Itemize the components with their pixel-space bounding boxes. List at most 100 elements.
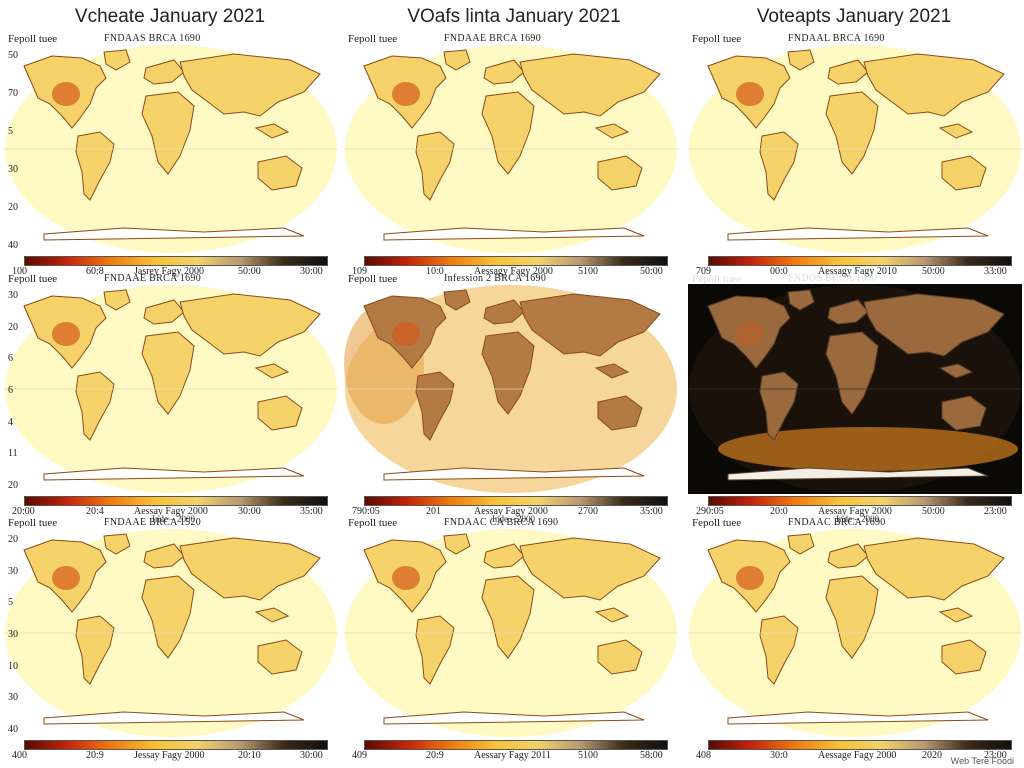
latitude-tick-label: 6 — [8, 385, 13, 396]
hotspot — [52, 82, 80, 106]
map-panel: Fepoll tuее FNDAAE BRCA 1690 109 10:0 Aessag… — [344, 30, 678, 277]
latitude-tick-label: 40 — [8, 724, 18, 735]
latitude-tick-label: 20 — [8, 480, 18, 491]
latitude-tick-label: 30 — [8, 692, 18, 704]
continent-shape — [43, 711, 305, 725]
continent-shape — [443, 533, 471, 555]
colorbar-label: 20:00 — [12, 506, 35, 517]
continent-shape — [481, 575, 535, 659]
world-map — [344, 44, 678, 254]
colorbar-label: 00:0 — [770, 266, 788, 277]
continent-shape — [141, 575, 195, 659]
latitude-tick-label: 30 — [8, 629, 18, 640]
colorbar — [364, 740, 668, 750]
continent-shape — [103, 289, 131, 311]
colorbar-label: 709 — [696, 266, 711, 277]
hotspot — [392, 322, 420, 346]
colorbar-label: 35:00 — [300, 506, 323, 517]
continent-shape — [103, 49, 131, 71]
colorbar-label: 20:9 — [426, 750, 444, 761]
colorbar-label: Aessay Fagy 2000 — [818, 506, 892, 517]
colorbar — [24, 740, 328, 750]
colorbar-label: 20:9 — [86, 750, 104, 761]
panel-dataset-label: FNDAAC BRCA 1690 — [788, 517, 886, 528]
continent-shape — [443, 289, 471, 311]
continent-shape — [941, 155, 987, 191]
world-map — [4, 44, 338, 254]
latitude-tick-label: 5 — [8, 126, 13, 137]
continent-shape — [941, 395, 987, 431]
panel-label: Fepoll tuее — [692, 517, 742, 529]
latitude-tick-label: 50 — [8, 50, 18, 61]
hotspot — [736, 322, 764, 346]
panel-dataset-label: FNDAAS BRCA 1690 — [104, 33, 201, 44]
colorbar-sub-label: Inde – 2000 — [836, 514, 879, 524]
continent-shape — [787, 533, 815, 555]
continent-shape — [254, 123, 290, 139]
continent-shape — [938, 607, 974, 623]
continent-shape — [597, 639, 643, 675]
colorbar-label: Aessay Fagy 2000 — [134, 506, 208, 517]
continent-shape — [443, 49, 471, 71]
column-title-1: Vcheate January 2021 — [74, 6, 266, 27]
continent-shape — [787, 49, 815, 71]
panel-label: Fepoll tuee — [692, 273, 742, 285]
panel-dataset-label: FNDAAE BRCA 1520 — [104, 517, 202, 528]
panel-label: Fepoll tuее — [348, 33, 398, 45]
continent-shape — [597, 395, 643, 431]
colorbar-sub-label: Inde – 2000 — [492, 514, 535, 524]
panel-label: Fepoll tuее — [348, 517, 398, 529]
latitude-tick-label: 30 — [8, 290, 18, 301]
continent-shape — [143, 543, 185, 569]
colorbar-label: 50:00 — [922, 506, 945, 517]
continent-shape — [519, 293, 661, 357]
colorbar-label: 30:00 — [238, 506, 261, 517]
colorbar-label: Jasrey Fagy 2000 — [134, 266, 204, 277]
latitude-tick-label: 6 — [8, 353, 13, 365]
colorbar — [708, 496, 1012, 506]
continent-shape — [481, 91, 535, 175]
colorbar-label: 409 — [352, 750, 367, 761]
continent-shape — [141, 331, 195, 415]
map-panel: Fepoll tuее FNDAAE BRCA 1520 20 30 5 30 10 30 40… — [4, 514, 338, 761]
colorbar-label: 30:00 — [300, 750, 323, 761]
colorbar-label: 10:0 — [426, 266, 444, 277]
panel-dataset-label: FNDAAE BRCA 1690 — [104, 273, 202, 284]
panel-dataset-label: FNDOS BRCA 1690 — [788, 273, 877, 284]
continent-shape — [143, 59, 185, 85]
colorbar-label: 20:0 — [770, 506, 788, 517]
latitude-tick-label: 5 — [8, 597, 13, 609]
continent-shape — [519, 53, 661, 117]
latitude-tick-label: 30 — [8, 565, 18, 577]
map-panel: Fepoll tuee FNDOS BRCA 1690 290:05 20:0 Aess… — [688, 270, 1022, 524]
continent-shape — [597, 155, 643, 191]
colorbar — [24, 496, 328, 506]
colorbar-label: 290:05 — [696, 506, 724, 517]
colorbar-label: 23:00 — [984, 506, 1007, 517]
latitude-tick-label: 20 — [8, 202, 18, 213]
latitude-tick-label: 20 — [8, 321, 18, 333]
continent-shape — [825, 91, 879, 175]
continent-shape — [938, 123, 974, 139]
hotspot — [736, 566, 764, 590]
colorbar — [24, 256, 328, 266]
colorbar-label: 408 — [696, 750, 711, 761]
continent-shape — [483, 543, 525, 569]
latitude-tick-label: 20 — [8, 534, 18, 545]
continent-shape — [257, 395, 303, 431]
latitude-tick-label: 30 — [8, 164, 18, 175]
continent-shape — [727, 711, 989, 725]
colorbar-label: 2020 — [922, 750, 942, 761]
continent-shape — [707, 295, 791, 369]
hotspot — [52, 322, 80, 346]
continent-shape — [825, 331, 879, 415]
colorbar-label: 60:8 — [86, 266, 104, 277]
latitude-tick-label: 4 — [8, 416, 13, 428]
continent-shape — [179, 53, 321, 117]
continent-shape — [383, 711, 645, 725]
colorbar-label: 35:00 — [640, 506, 663, 517]
colorbar-label: 30:00 — [300, 266, 323, 277]
panel-dataset-label: Infession 2 BRCA 1690 — [444, 273, 547, 284]
continent-shape — [483, 299, 525, 325]
colorbar — [364, 496, 668, 506]
